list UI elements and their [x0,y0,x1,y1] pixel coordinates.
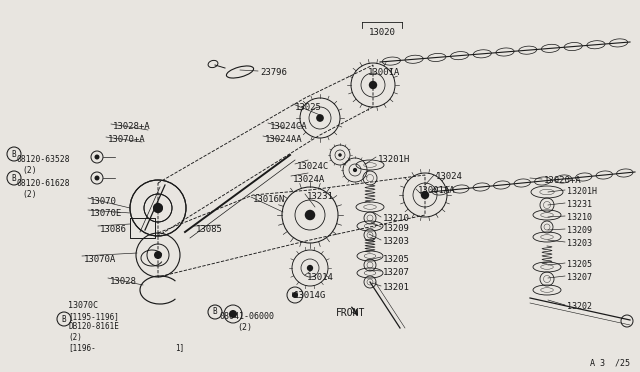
Circle shape [229,310,237,318]
Text: 13020+A: 13020+A [544,176,582,185]
Text: 13070: 13070 [90,197,117,206]
Text: 13024AA: 13024AA [265,135,303,144]
Text: 08120-61628: 08120-61628 [16,179,70,188]
Text: 13203: 13203 [567,239,592,248]
Text: 13209: 13209 [383,224,410,233]
Text: (2): (2) [22,190,36,199]
Circle shape [154,251,162,259]
Text: 13016N: 13016N [253,195,285,204]
Text: 13024C: 13024C [297,162,329,171]
Text: [1196-: [1196- [68,343,96,352]
Text: 13207: 13207 [383,268,410,277]
Circle shape [316,114,324,122]
Text: 13028+A: 13028+A [113,122,150,131]
Circle shape [307,265,313,271]
Text: B: B [212,308,218,317]
Text: DB120-8161E: DB120-8161E [68,322,119,331]
Text: 13085: 13085 [196,225,223,234]
Text: B: B [12,173,16,183]
Circle shape [369,81,377,89]
Text: 13207: 13207 [567,273,592,282]
Text: 13210: 13210 [567,213,592,222]
Circle shape [305,210,316,220]
Text: 13209: 13209 [567,226,592,235]
Text: (2): (2) [237,323,252,332]
Text: 23796: 23796 [260,68,287,77]
Text: 13203: 13203 [383,237,410,246]
Text: 13201H: 13201H [567,187,597,196]
Text: 13001AA: 13001AA [418,186,456,195]
Text: 13210: 13210 [383,214,410,223]
Circle shape [339,153,342,157]
Text: 13201H: 13201H [378,155,410,164]
Text: 08041-06000: 08041-06000 [219,312,274,321]
Text: 13202: 13202 [567,302,592,311]
Text: 13001A: 13001A [368,68,400,77]
Text: 13070E: 13070E [90,209,122,218]
Text: 13014G: 13014G [294,291,326,300]
Text: 08120-63528: 08120-63528 [16,155,70,164]
Text: B: B [12,150,16,158]
Text: 13024CA: 13024CA [270,122,308,131]
Text: B: B [61,314,67,324]
Text: (2): (2) [68,333,82,342]
Text: 13024: 13024 [436,172,463,181]
Text: 1]: 1] [175,343,184,352]
Circle shape [95,154,99,160]
Text: 13025: 13025 [295,103,322,112]
Text: 13201: 13201 [383,283,410,292]
Text: 13070C: 13070C [68,301,98,310]
Text: (2): (2) [22,166,36,175]
Text: 13014: 13014 [307,273,334,282]
Text: 13070+A: 13070+A [108,135,146,144]
Text: 13231: 13231 [567,200,592,209]
Text: [1195-1196]: [1195-1196] [68,312,119,321]
Text: FRONT: FRONT [336,308,365,318]
Text: 13024A: 13024A [293,175,325,184]
Text: 13205: 13205 [567,260,592,269]
Text: A 3  /25: A 3 /25 [590,358,630,367]
Circle shape [95,176,99,180]
Circle shape [421,191,429,199]
Circle shape [353,168,357,172]
Circle shape [153,203,163,213]
Circle shape [153,203,163,213]
Text: 13205: 13205 [383,255,410,264]
Text: 13070A: 13070A [84,255,116,264]
Text: 13020: 13020 [369,28,396,37]
Text: 13028: 13028 [110,277,137,286]
Circle shape [292,292,298,298]
Text: 13086: 13086 [100,225,127,234]
Text: 13231: 13231 [307,192,334,201]
